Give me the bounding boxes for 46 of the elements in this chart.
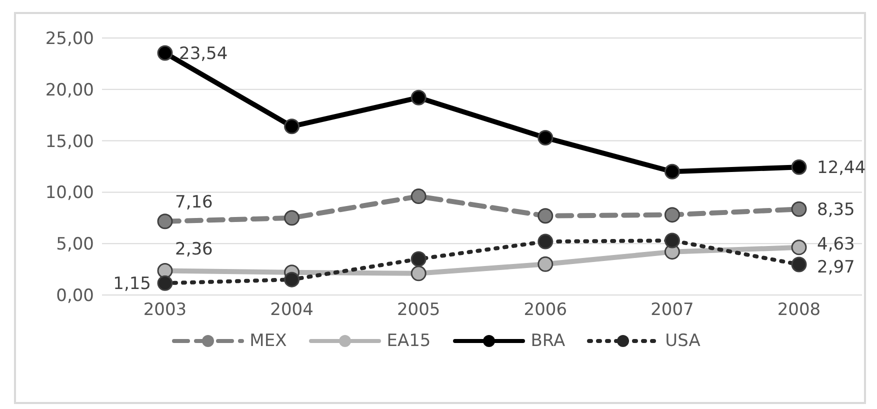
point <box>157 262 173 278</box>
data-label: 12,44 <box>817 158 866 178</box>
y-tick-label: 0,00 <box>56 286 94 306</box>
x-tick-label: 2004 <box>270 300 314 320</box>
point <box>538 256 554 272</box>
point <box>791 201 807 217</box>
point <box>791 240 807 256</box>
y-tick-label: 20,00 <box>45 80 94 100</box>
point <box>410 188 426 204</box>
x-tick-label: 2003 <box>143 300 187 320</box>
data-label: 8,35 <box>817 200 855 220</box>
x-tick-label: 2008 <box>777 300 821 320</box>
y-tick-label: 15,00 <box>45 132 94 152</box>
y-tick-label: 5,00 <box>56 234 94 255</box>
point <box>410 90 426 106</box>
point <box>284 118 300 134</box>
y-tick-label: 25,00 <box>45 29 94 50</box>
point <box>410 266 426 282</box>
data-label: 23,54 <box>179 44 228 64</box>
point <box>664 232 680 248</box>
point <box>664 207 680 223</box>
point <box>538 130 554 146</box>
point <box>791 159 807 175</box>
legend-label: EA15 <box>386 331 431 351</box>
point <box>284 210 300 226</box>
data-label: 1,15 <box>113 274 151 294</box>
legend-label: USA <box>665 331 700 351</box>
point <box>791 256 807 272</box>
y-tick-label: 10,00 <box>45 183 94 204</box>
point <box>284 272 300 288</box>
x-tick-label: 2005 <box>396 300 440 320</box>
data-label: 7,16 <box>175 192 213 212</box>
data-label: 2,97 <box>817 257 855 278</box>
point <box>410 251 426 267</box>
legend-label: MEX <box>250 331 287 351</box>
point <box>664 164 680 180</box>
point <box>157 214 173 230</box>
x-tick-label: 2006 <box>524 300 568 320</box>
point <box>157 275 173 291</box>
point <box>157 45 173 61</box>
point <box>538 234 554 250</box>
legend-label: BRA <box>530 331 566 351</box>
point <box>538 208 554 224</box>
x-tick-label: 2007 <box>650 300 694 320</box>
data-label: 2,36 <box>175 240 213 260</box>
data-label: 4,63 <box>817 234 855 254</box>
